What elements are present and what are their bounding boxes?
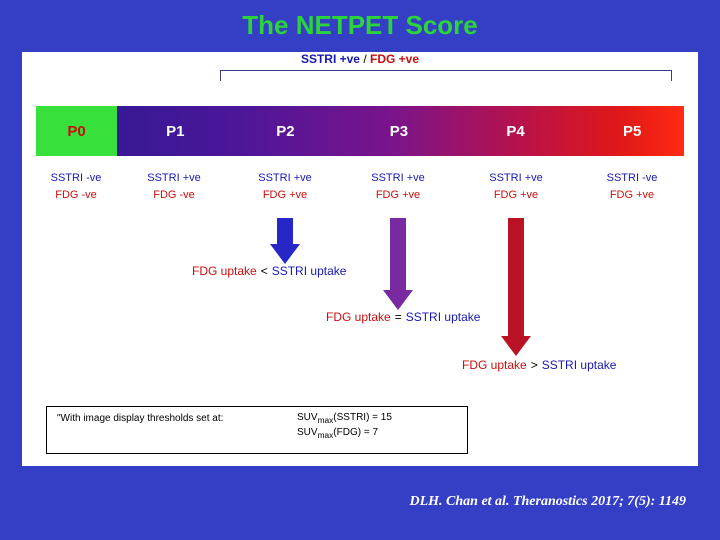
uptake-relation: FDG uptake<SSTRI uptake <box>192 264 346 278</box>
status-column: SSTRI +veFDG +ve <box>245 170 325 204</box>
slide-title: The NETPET Score <box>0 0 720 41</box>
rel-sstri: SSTRI uptake <box>406 310 481 324</box>
status-column: SSTRI +veFDG +ve <box>358 170 438 204</box>
sstri-status: SSTRI +ve <box>134 170 214 187</box>
footnote-line2: SUVmax(FDG) = 7 <box>297 427 378 440</box>
spectrum-label: P4 <box>483 106 548 156</box>
rel-sstri: SSTRI uptake <box>272 264 347 278</box>
status-column: SSTRI -veFDG +ve <box>592 170 672 204</box>
p0-label: P0 <box>67 123 85 140</box>
fdg-status: FDG +ve <box>592 187 672 204</box>
sstri-status: SSTRI +ve <box>476 170 556 187</box>
spectrum-label: P5 <box>600 106 665 156</box>
sstri-status: SSTRI -ve <box>592 170 672 187</box>
rel-op: > <box>527 358 542 372</box>
bracket-fdg: FDG +ve <box>370 52 419 66</box>
spectrum-label: P3 <box>366 106 431 156</box>
rel-op: = <box>391 310 406 324</box>
bracket-label: SSTRI +ve / FDG +ve <box>22 52 698 66</box>
citation: DLH. Chan et al. Theranostics 2017; 7(5)… <box>409 494 686 510</box>
footnote-line1: SUVmax(SSTRI) = 15 <box>297 412 392 425</box>
bracket-sep: / <box>360 52 370 66</box>
fdg-status: FDG -ve <box>134 187 214 204</box>
spectrum-label: P2 <box>253 106 318 156</box>
fdg-status: FDG +ve <box>245 187 325 204</box>
sstri-status: SSTRI +ve <box>358 170 438 187</box>
bracket-sstri: SSTRI +ve <box>301 52 360 66</box>
uptake-relation: FDG uptake=SSTRI uptake <box>326 310 480 324</box>
fdg-status: FDG +ve <box>358 187 438 204</box>
slide: The NETPET Score SSTRI +ve / FDG +ve P0 … <box>0 0 720 540</box>
down-arrow-icon <box>270 218 300 269</box>
footnote-box: "With image display thresholds set at: S… <box>46 406 468 454</box>
footnote-lead: "With image display thresholds set at: <box>57 413 223 424</box>
rel-sstri: SSTRI uptake <box>542 358 617 372</box>
fdg-status: FDG -ve <box>36 187 116 204</box>
rel-fdg: FDG uptake <box>326 310 391 324</box>
down-arrow-icon <box>383 218 413 315</box>
fdg-status: FDG +ve <box>476 187 556 204</box>
status-column: SSTRI +veFDG +ve <box>476 170 556 204</box>
p0-cell: P0 <box>36 106 117 156</box>
spectrum-bar: P0 P1 P2 P3 P4 P5 <box>36 106 684 156</box>
sstri-status: SSTRI -ve <box>36 170 116 187</box>
down-arrow-icon <box>501 218 531 361</box>
status-column: SSTRI -veFDG -ve <box>36 170 116 204</box>
spectrum-label: P1 <box>143 106 208 156</box>
rel-fdg: FDG uptake <box>192 264 257 278</box>
sstri-status: SSTRI +ve <box>245 170 325 187</box>
figure-panel: SSTRI +ve / FDG +ve P0 P1 P2 P3 P4 P5 "With … <box>22 52 698 466</box>
rel-op: < <box>257 264 272 278</box>
top-bracket <box>220 70 672 81</box>
rel-fdg: FDG uptake <box>462 358 527 372</box>
uptake-relation: FDG uptake>SSTRI uptake <box>462 358 616 372</box>
status-column: SSTRI +veFDG -ve <box>134 170 214 204</box>
